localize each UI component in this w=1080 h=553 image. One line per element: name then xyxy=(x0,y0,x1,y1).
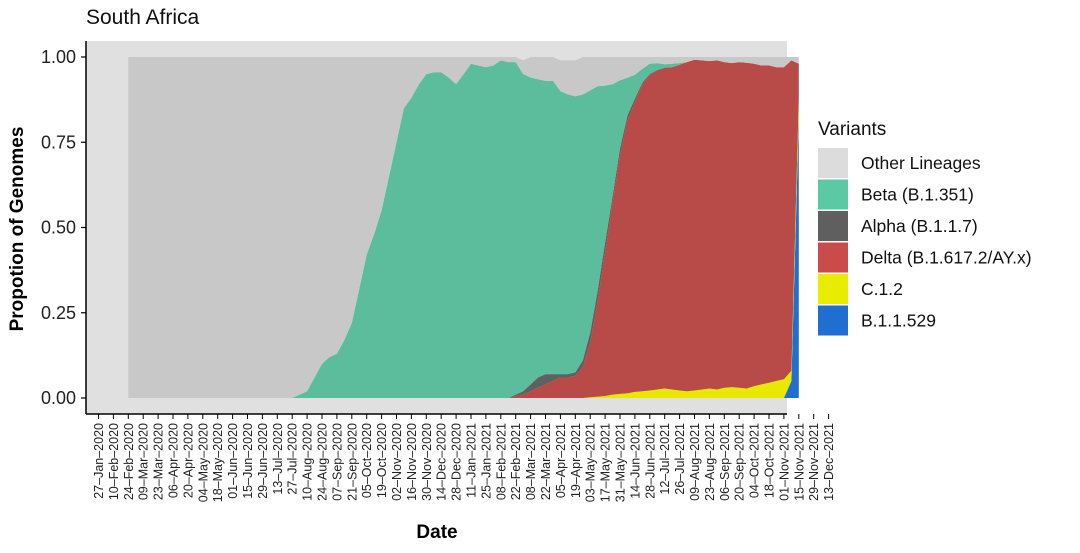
x-tick-label: 23–Mar–2020 xyxy=(152,423,166,500)
x-axis: 27–Jan–2020 10–Feb–2020 24–Feb–2020 09–Mar–… xyxy=(86,413,836,502)
x-tick-label: 06–Apr–2020 xyxy=(167,423,181,498)
x-tick-label: 10–Feb–2020 xyxy=(107,423,121,500)
legend-swatch xyxy=(818,148,848,178)
legend-swatch xyxy=(818,211,848,241)
legend-label: Delta (B.1.617.2/AY.x) xyxy=(861,248,1032,268)
x-tick-label: 01–Nov–2021 xyxy=(777,423,791,501)
x-tick-label: 22–Feb–2021 xyxy=(509,423,523,500)
x-tick-label: 29–Jun–2020 xyxy=(256,423,270,499)
legend-swatch xyxy=(818,179,848,210)
x-tick-label: 19–Apr–2021 xyxy=(569,423,583,498)
x-tick-label: 20–Sep–2021 xyxy=(733,423,747,501)
x-tick-label: 08–Feb–2021 xyxy=(494,423,508,500)
x-tick-label: 07–Sep–2020 xyxy=(330,423,344,501)
y-axis: 0.00 0.25 0.50 0.75 1.00 xyxy=(41,41,87,414)
y-tick-label: 0.50 xyxy=(41,218,76,238)
x-tick-label: 11–Jan–2021 xyxy=(465,423,479,498)
stacked-areas xyxy=(128,57,799,399)
x-tick-label: 19–Oct–2020 xyxy=(375,423,389,498)
x-tick-label: 12–Jul–2021 xyxy=(658,423,672,495)
x-tick-label: 18–May–2020 xyxy=(211,423,225,502)
x-tick-label: 01–Jun–2020 xyxy=(226,423,240,499)
x-tick-label: 17–May–2021 xyxy=(599,423,613,502)
x-tick-label: 02–Nov–2020 xyxy=(390,423,404,501)
chart-title: South Africa xyxy=(86,6,200,29)
x-tick-label: 13–Jul–2020 xyxy=(271,423,285,495)
x-tick-label: 20–Apr–2020 xyxy=(181,423,195,498)
x-tick-label: 27–Jan–2020 xyxy=(92,423,106,499)
x-tick-label: 27–Jul–2020 xyxy=(286,423,300,495)
x-tick-label: 29–Nov–2021 xyxy=(807,423,821,501)
x-tick-label: 13–Dec–2021 xyxy=(822,423,836,501)
x-tick-label: 18–Oct–2021 xyxy=(763,423,777,498)
x-tick-label: 16–Nov–2020 xyxy=(405,423,419,501)
x-tick-label: 28–Dec–2020 xyxy=(450,423,464,501)
legend-label: Other Lineages xyxy=(861,153,981,173)
x-tick-label: 08–Mar–2021 xyxy=(524,423,538,500)
x-tick-label: 04–Oct–2021 xyxy=(748,423,762,498)
y-tick-label: 0.25 xyxy=(41,303,76,323)
x-tick-label: 05–Oct–2020 xyxy=(360,423,374,498)
x-tick-label: 24–Aug–2020 xyxy=(316,423,330,501)
x-tick-label: 05–Apr–2021 xyxy=(554,423,568,498)
x-tick-label: 23–Aug–2021 xyxy=(703,423,717,501)
x-tick-label: 09–Aug–2021 xyxy=(688,423,702,501)
x-tick-label: 26–Jul–2021 xyxy=(673,423,687,495)
legend-label: Beta (B.1.351) xyxy=(861,185,974,205)
x-tick-label: 28–Jun–2021 xyxy=(643,423,657,499)
area-other-lineages xyxy=(128,57,799,398)
x-tick-label: 15–Nov–2021 xyxy=(792,423,806,501)
x-tick-label: 04–May–2020 xyxy=(196,423,210,502)
x-tick-label: 03–May–2021 xyxy=(584,423,598,502)
x-tick-label: 24–Feb–2020 xyxy=(122,423,136,500)
legend-label: C.1.2 xyxy=(861,279,903,299)
x-tick-label: 09–Mar–2020 xyxy=(137,423,151,500)
area-beta-b-1-351 xyxy=(128,59,799,398)
x-tick-label: 21–Sep–2020 xyxy=(345,423,359,501)
x-tick-label: 22–Mar–2021 xyxy=(539,423,553,500)
x-tick-label: 14–Dec–2020 xyxy=(435,423,449,501)
legend-label: B.1.1.529 xyxy=(861,311,936,331)
legend-swatch xyxy=(818,242,848,273)
y-tick-label: 1.00 xyxy=(41,47,76,67)
x-tick-label: 30–Nov–2020 xyxy=(420,423,434,501)
x-tick-label: 25–Jan–2021 xyxy=(479,423,493,499)
x-tick-label: 14–Jun–2021 xyxy=(628,423,642,499)
x-tick-label: 15–Jun–2020 xyxy=(241,423,255,499)
legend-label: Alpha (B.1.1.7) xyxy=(861,216,978,236)
x-axis-label: Date xyxy=(416,522,457,543)
y-axis-label: Propotion of Genomes xyxy=(7,127,28,332)
y-tick-label: 0.75 xyxy=(41,132,76,152)
x-tick-label: 10–Aug–2020 xyxy=(301,423,315,501)
legend-swatch xyxy=(818,274,848,304)
y-tick-label: 0.00 xyxy=(41,388,76,408)
legend: Variants Other Lineages Beta (B.1.351) Alp… xyxy=(818,119,1032,336)
legend-title: Variants xyxy=(818,119,886,140)
x-tick-label: 31–May–2021 xyxy=(614,423,628,502)
area-delta-b-1-617-2-ay-x xyxy=(128,59,799,398)
x-tick-label: 06–Sep–2021 xyxy=(718,423,732,501)
legend-swatch xyxy=(818,305,848,336)
